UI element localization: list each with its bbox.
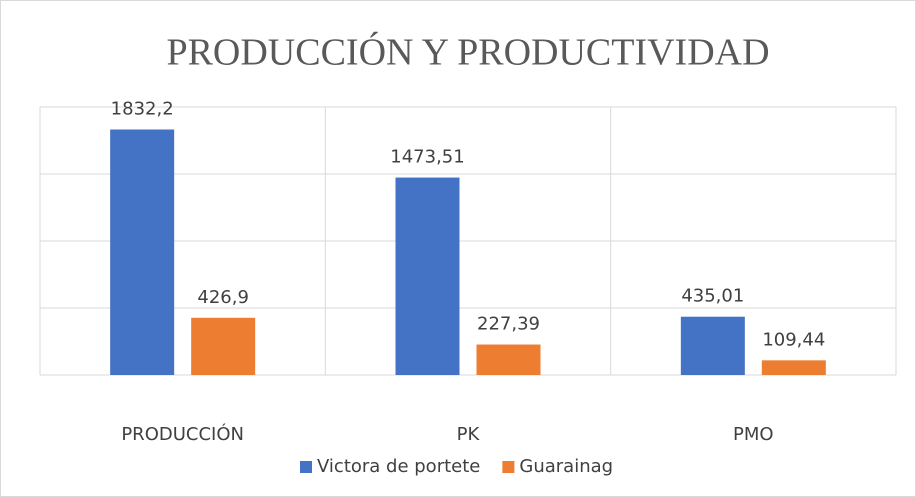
bar (191, 317, 256, 375)
data-label: 1473,51 (390, 147, 464, 168)
data-label: 435,01 (681, 286, 744, 307)
bar (110, 129, 175, 375)
bar (395, 177, 460, 375)
x-tick-label: PRODUCCIÓN (121, 423, 244, 445)
data-label: 426,9 (197, 287, 249, 308)
data-label: 1832,2 (111, 98, 174, 119)
chart-title: PRODUCCIÓN Y PRODUCTIVIDAD (166, 32, 769, 74)
data-label: 227,39 (477, 314, 540, 335)
legend-label: Victora de portete (317, 456, 480, 477)
bar (680, 316, 745, 375)
x-tick-label: PMO (733, 424, 774, 445)
data-label: 109,44 (762, 329, 825, 350)
legend-swatch (300, 461, 312, 473)
bar (761, 360, 826, 375)
bar (476, 344, 541, 375)
x-tick-label: PK (457, 424, 481, 445)
legend-label: Guarainag (519, 456, 613, 477)
legend-swatch (502, 461, 515, 473)
